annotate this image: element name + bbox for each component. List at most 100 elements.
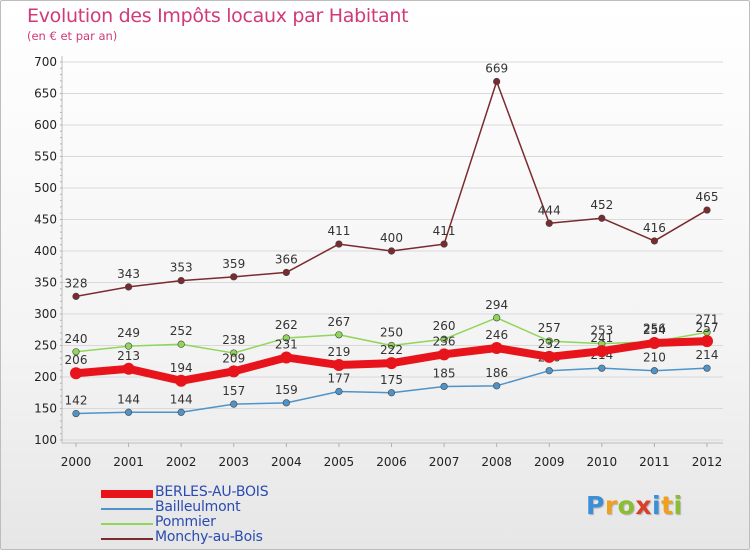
- data-label: 257: [696, 321, 719, 335]
- data-label: 238: [222, 333, 245, 347]
- y-tick-label: 300: [34, 307, 57, 321]
- data-point: [703, 364, 711, 372]
- x-tick-label: 2001: [113, 455, 144, 469]
- data-point: [177, 340, 185, 348]
- data-point: [701, 335, 713, 348]
- x-tick-label: 2004: [271, 455, 302, 469]
- x-tick-label: 2007: [429, 455, 460, 469]
- data-label: 256: [643, 322, 666, 336]
- data-point: [387, 247, 396, 255]
- data-label: 142: [65, 394, 88, 408]
- x-tick-label: 2012: [692, 455, 723, 469]
- data-label: 253: [590, 324, 613, 338]
- data-label: 257: [538, 321, 561, 335]
- data-point: [387, 389, 396, 397]
- legend-swatch: [101, 489, 153, 498]
- data-point: [72, 348, 80, 356]
- legend-label: Monchy-au-Bois: [155, 529, 263, 545]
- x-tick-label: 2005: [324, 455, 355, 469]
- data-label: 359: [222, 257, 245, 271]
- data-label: 366: [275, 252, 298, 266]
- data-label: 262: [275, 318, 298, 332]
- legend-swatch: [101, 507, 153, 510]
- data-label: 416: [643, 221, 666, 235]
- x-tick-label: 2002: [166, 455, 197, 469]
- data-point: [387, 341, 396, 350]
- data-label: 159: [275, 383, 298, 397]
- data-label: 254: [643, 323, 666, 337]
- data-point: [124, 283, 133, 291]
- data-label: 144: [170, 392, 193, 406]
- data-label: 411: [327, 224, 350, 238]
- x-tick-label: 2000: [61, 455, 92, 469]
- proxiti-logo: Proxiti: [586, 491, 683, 520]
- data-point: [545, 337, 553, 345]
- data-label: 177: [327, 371, 350, 385]
- data-point: [177, 408, 185, 416]
- data-point: [440, 382, 448, 391]
- data-point: [335, 331, 343, 339]
- data-point: [595, 345, 608, 358]
- legend-label: BERLES-AU-BOIS: [155, 484, 269, 500]
- data-point: [545, 367, 553, 375]
- data-label: 343: [117, 267, 140, 281]
- legend-label: Pommier: [155, 514, 216, 530]
- data-point: [650, 237, 659, 245]
- data-point: [648, 336, 661, 349]
- data-point: [543, 350, 556, 363]
- data-point: [598, 214, 606, 222]
- y-tick-label: 200: [34, 370, 57, 384]
- data-label: 294: [485, 298, 508, 312]
- data-point: [230, 349, 238, 357]
- logo-letter: i: [652, 491, 662, 520]
- data-label: 194: [170, 361, 193, 375]
- data-point: [385, 357, 398, 370]
- data-point: [280, 351, 293, 364]
- y-tick-label: 650: [34, 87, 57, 101]
- data-label: 353: [170, 261, 193, 275]
- legend-swatch: [101, 522, 153, 525]
- x-tick-label: 2011: [639, 455, 670, 469]
- data-label: 271: [696, 312, 719, 326]
- data-point: [332, 359, 345, 372]
- data-label: 400: [380, 231, 403, 245]
- y-tick-label: 250: [34, 339, 57, 353]
- data-label: 175: [380, 373, 403, 387]
- series-berles-au-bois: 206 213 194 209 231 219 222 236 246 232 241 254 257: [65, 321, 719, 387]
- data-point: [177, 277, 185, 285]
- data-point: [335, 240, 343, 248]
- data-label: 240: [65, 332, 88, 346]
- series-monchy-au-bois: 328 343 353 359 366 411 400 411 669 444 452 416 465: [65, 62, 718, 300]
- data-point: [440, 240, 448, 248]
- y-tick-label: 500: [34, 181, 57, 195]
- data-point: [72, 292, 80, 300]
- series-bailleulmont: 142144144157159177175185186210214210214: [65, 348, 718, 418]
- legend-swatch: [101, 537, 153, 540]
- data-point: [282, 399, 290, 407]
- data-label: 267: [327, 315, 350, 329]
- x-tick-label: 2009: [534, 455, 565, 469]
- data-label: 185: [433, 366, 456, 380]
- data-label: 219: [327, 345, 350, 359]
- data-point: [438, 348, 451, 361]
- data-label: 209: [222, 351, 245, 365]
- y-tick-label: 100: [34, 433, 57, 447]
- y-tick-label: 350: [34, 276, 57, 290]
- data-label: 231: [275, 337, 298, 351]
- data-label: 222: [380, 343, 403, 357]
- data-point: [122, 362, 135, 375]
- data-point: [703, 206, 711, 214]
- x-tick-label: 2008: [481, 455, 512, 469]
- data-point: [227, 365, 240, 378]
- data-label: 411: [433, 224, 456, 238]
- data-point: [124, 408, 133, 416]
- data-point: [175, 374, 188, 387]
- data-label: 232: [538, 337, 561, 351]
- y-tick-label: 550: [34, 150, 57, 164]
- x-tick-label: 2006: [376, 455, 407, 469]
- data-point: [440, 335, 448, 343]
- y-tick-label: 150: [34, 402, 57, 416]
- data-point: [493, 77, 501, 86]
- data-label: 444: [538, 203, 561, 217]
- data-label: 186: [485, 366, 508, 380]
